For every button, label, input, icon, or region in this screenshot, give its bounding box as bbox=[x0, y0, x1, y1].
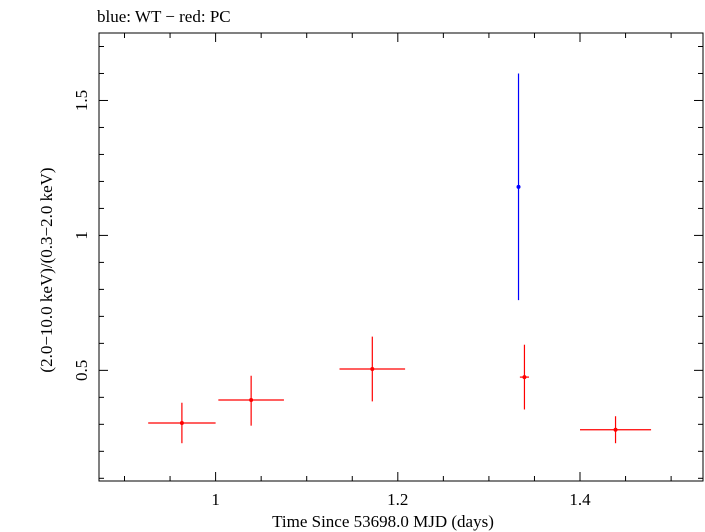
point-marker bbox=[179, 420, 184, 425]
y-tick-label: 1 bbox=[72, 231, 91, 240]
tick-labels: 1 1.2 1.4 0.5 1 1.5 bbox=[72, 90, 591, 509]
axis-ticks bbox=[99, 33, 703, 481]
x-axis-label: Time Since 53698.0 MJD (days) bbox=[272, 512, 494, 531]
data-point bbox=[148, 402, 216, 444]
data-point bbox=[339, 336, 406, 402]
data-point bbox=[519, 344, 529, 410]
y-tick-label: 0.5 bbox=[72, 360, 91, 381]
point-marker bbox=[613, 427, 618, 432]
point-marker bbox=[516, 184, 521, 189]
data-point bbox=[218, 375, 284, 426]
data-point bbox=[580, 416, 652, 444]
x-tick-label: 1.2 bbox=[387, 490, 408, 509]
point-marker bbox=[522, 375, 527, 380]
point-marker bbox=[249, 398, 254, 403]
data-points bbox=[148, 73, 652, 444]
chart-title: blue: WT − red: PC bbox=[97, 7, 231, 26]
data-point bbox=[516, 73, 521, 301]
x-tick-label: 1.4 bbox=[569, 490, 591, 509]
plot-frame bbox=[98, 32, 704, 482]
point-marker bbox=[370, 367, 375, 371]
y-tick-label: 1.5 bbox=[72, 90, 91, 111]
x-tick-label: 1 bbox=[211, 490, 220, 509]
y-axis-label: (2.0−10.0 keV)/(0.3−2.0 keV) bbox=[37, 167, 56, 372]
